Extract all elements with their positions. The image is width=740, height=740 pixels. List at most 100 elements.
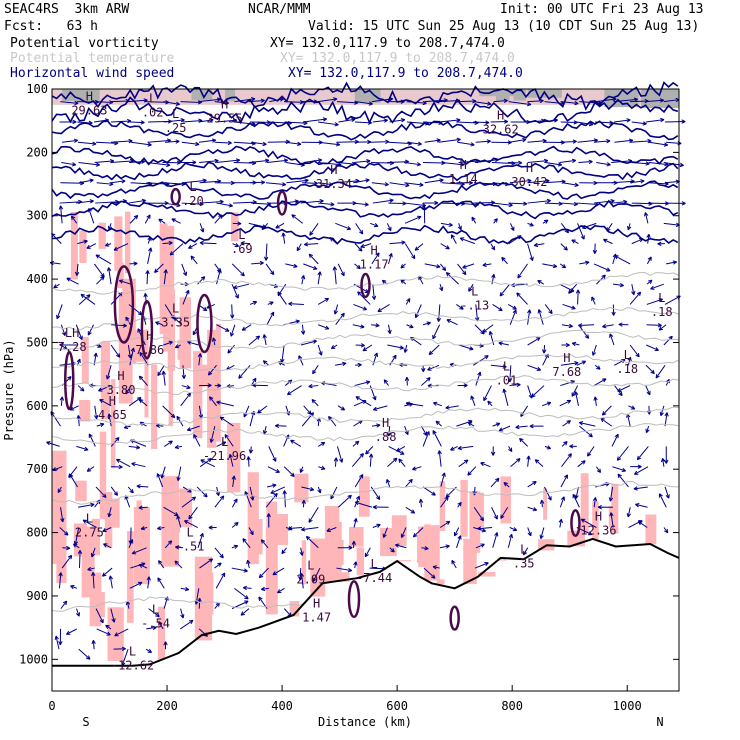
extremum-marker: H [86, 89, 93, 103]
wind-vector [658, 324, 667, 331]
wind-vector [197, 276, 206, 285]
wind-vector [400, 527, 407, 538]
wind-vector [197, 353, 203, 366]
wind-vector [663, 527, 669, 534]
wind-vector [61, 162, 77, 167]
wind-vector [470, 395, 476, 407]
wind-vector [290, 439, 302, 447]
wind-vector [174, 444, 182, 450]
wind-vector [301, 499, 306, 508]
wind-vector [128, 445, 141, 450]
wind-vector [53, 283, 60, 289]
pv-shading [289, 601, 300, 617]
wind-vector [69, 473, 78, 488]
wind-vector [628, 405, 636, 410]
wind-vector [646, 298, 664, 305]
extremum-marker: L [307, 558, 314, 572]
wind-vector [110, 608, 116, 623]
wind-vector [492, 422, 501, 427]
wind-vector [296, 243, 302, 252]
wind-vector [457, 501, 462, 508]
wind-vector [129, 214, 139, 224]
wind-vector [243, 405, 250, 418]
y-tick-label: 100 [26, 82, 48, 96]
pv-shading [157, 606, 166, 660]
wind-vector [440, 222, 453, 227]
theta-contour [51, 306, 680, 331]
wind-vector [198, 118, 214, 123]
wind-vector [591, 296, 596, 305]
wind-vector [330, 486, 338, 500]
wind-vector [666, 260, 677, 265]
pv-shading [478, 571, 496, 577]
extremum-marker: L [152, 603, 159, 617]
wind-vector [436, 304, 441, 322]
wind-vector [412, 466, 422, 471]
pv-shading [151, 364, 158, 449]
wind-vector [386, 223, 392, 232]
wind-vector [559, 496, 566, 508]
wind-vector [498, 341, 509, 346]
wind-vector [602, 324, 614, 329]
wind-vector [199, 223, 205, 233]
theta-contour [51, 329, 680, 350]
wind-vector [560, 474, 569, 488]
wind-vector [372, 504, 389, 510]
wind-vector [645, 385, 651, 396]
wind-vector [75, 324, 83, 341]
wind-vector [144, 214, 151, 224]
wind-vector [432, 324, 441, 340]
extremum-marker: H [109, 394, 116, 408]
wind-vector [439, 520, 451, 528]
wind-vector [102, 527, 112, 532]
wind-vector [457, 141, 475, 147]
wind-vector [335, 222, 352, 231]
wind-vector [298, 355, 304, 366]
wind-vector [592, 243, 598, 254]
wind-vector [492, 532, 499, 548]
wind-vector [266, 158, 289, 164]
wind-vector [103, 543, 112, 549]
wind-vector [216, 324, 230, 332]
wind-vector [507, 365, 513, 383]
x-tick-label: 800 [501, 699, 523, 713]
pv-shading [310, 538, 326, 597]
wind-vector [260, 539, 269, 549]
wind-vector [104, 242, 112, 247]
pv-shading-gray [641, 89, 679, 109]
wind-vector [508, 201, 528, 206]
wind-vector [78, 162, 100, 167]
wind-vector [176, 515, 182, 528]
wind-vector [456, 180, 473, 186]
wind-vector [650, 283, 664, 290]
pv-shading [611, 483, 619, 534]
wind-vector [110, 486, 119, 496]
wind-vector [560, 361, 579, 366]
extremum-marker: H [526, 161, 533, 175]
wind-vector [608, 486, 614, 502]
wind-vector [318, 324, 330, 330]
wind-vector [365, 446, 374, 455]
wind-vector [285, 263, 298, 269]
pv-shading [168, 355, 174, 427]
wind-vector [353, 420, 363, 427]
wind-vector [422, 200, 439, 206]
wind-vector [127, 486, 134, 494]
wind-vector [155, 321, 163, 326]
wind-vector [215, 572, 226, 589]
wind-vector [248, 446, 254, 454]
pv-contour [51, 161, 679, 182]
pv-shading [424, 524, 431, 580]
wind-vector [129, 261, 138, 266]
wind-vector [60, 181, 85, 186]
wind-vector [527, 198, 551, 204]
wind-vector [633, 486, 648, 491]
wind-vector [105, 624, 112, 630]
wind-vector [575, 289, 581, 305]
theta-contour [51, 353, 680, 372]
wind-vector [473, 101, 492, 106]
wind-vector [522, 547, 529, 556]
wind-vector [118, 279, 132, 285]
wind-vector [262, 426, 268, 435]
wind-vector [422, 321, 431, 326]
